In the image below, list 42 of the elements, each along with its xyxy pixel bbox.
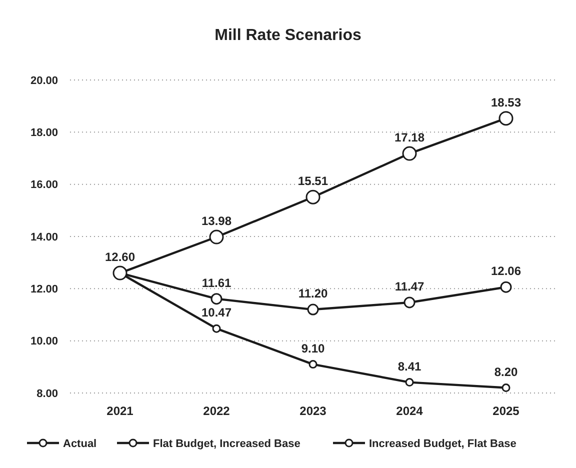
y-tick-label: 8.00	[36, 388, 58, 400]
point	[112, 266, 128, 280]
point	[212, 324, 221, 333]
data-label: 12.06	[490, 264, 522, 278]
x-tick-label: 2021	[106, 404, 134, 418]
x-tick-label: 2025	[492, 404, 520, 418]
data-label: 11.61	[202, 276, 232, 290]
point	[306, 190, 320, 204]
data-label: 11.20	[298, 286, 328, 301]
x-tick-label: 2023	[300, 404, 327, 418]
y-tick-label: 16.00	[30, 179, 58, 192]
point	[500, 281, 512, 293]
point	[209, 230, 224, 244]
x-tick-label: 2024	[396, 404, 424, 418]
data-label: 8.20	[494, 364, 518, 379]
legend-label: Flat Budget, Increased Base	[153, 438, 300, 450]
data-label: 12.60	[104, 250, 136, 264]
data-label: 17.18	[394, 130, 425, 145]
point	[498, 111, 514, 126]
data-label: 11.47	[394, 279, 425, 294]
y-tick-label: 12.00	[30, 284, 58, 296]
data-label: 8.41	[398, 359, 422, 374]
point	[307, 304, 319, 316]
point	[405, 378, 414, 387]
data-label: 9.10	[301, 341, 325, 356]
data-label: 13.98	[201, 214, 232, 228]
y-tick-label: 20.00	[30, 74, 58, 87]
data-label: 10.47	[201, 306, 232, 320]
point	[308, 360, 318, 369]
y-tick-label: 10.00	[30, 336, 58, 348]
data-label: 18.53	[490, 95, 522, 110]
chart-title: Mill Rate Scenarios	[214, 27, 362, 44]
x-tick-label: 2022	[203, 404, 230, 418]
point	[502, 384, 510, 392]
y-tick-label: 14.00	[30, 231, 58, 244]
point	[210, 293, 222, 305]
point	[402, 146, 417, 161]
point	[404, 296, 416, 308]
legend-label: Increased Budget, Flat Base	[369, 438, 516, 450]
legend-label: Actual	[63, 438, 97, 450]
y-tick-label: 18.00	[30, 127, 58, 140]
data-label: 15.51	[298, 174, 328, 188]
